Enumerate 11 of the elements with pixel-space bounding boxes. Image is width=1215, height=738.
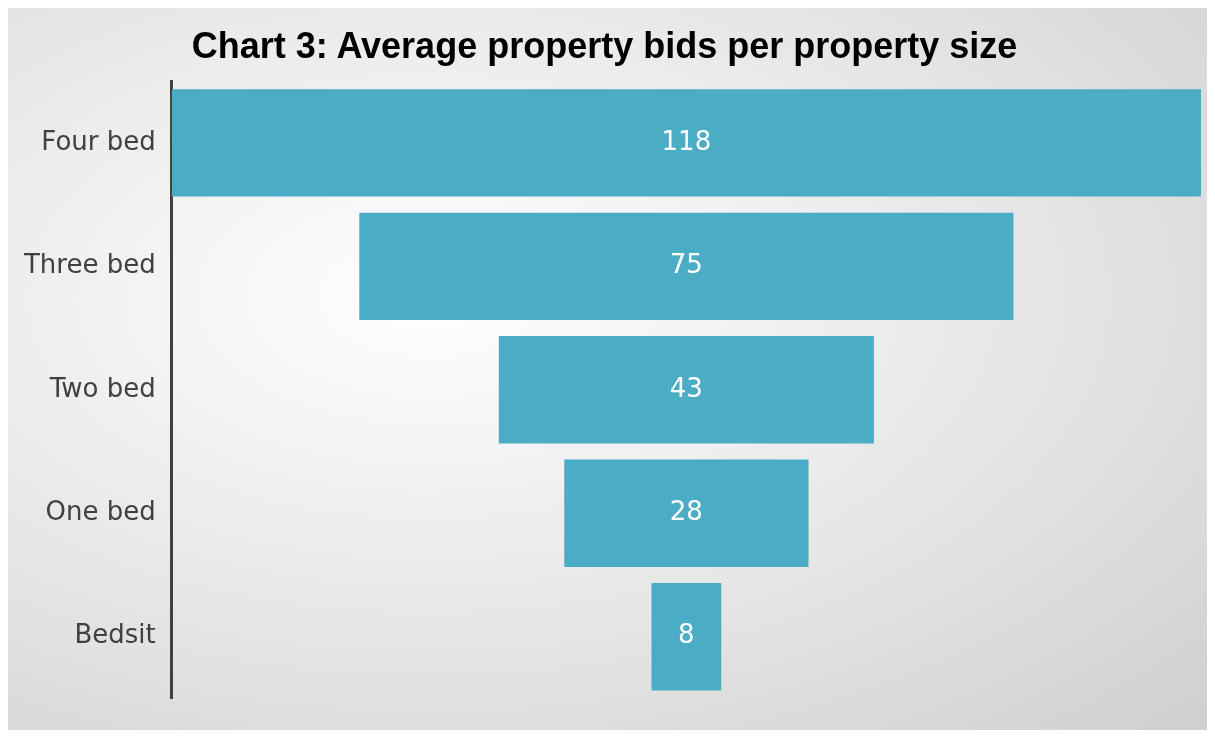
data-label: 8 [678, 619, 695, 650]
category-label: One bed [45, 495, 156, 526]
data-label: 75 [669, 249, 703, 280]
category-label: Bedsit [74, 619, 156, 650]
data-label: 118 [661, 125, 712, 156]
data-label: 28 [669, 495, 703, 526]
category-label: Two bed [48, 372, 156, 403]
text: Chart 3: Average property bids per property size [191, 24, 1018, 66]
category-label: Four bed [41, 125, 156, 156]
data-label: 43 [669, 372, 703, 403]
category-label: Three bed [22, 249, 156, 280]
